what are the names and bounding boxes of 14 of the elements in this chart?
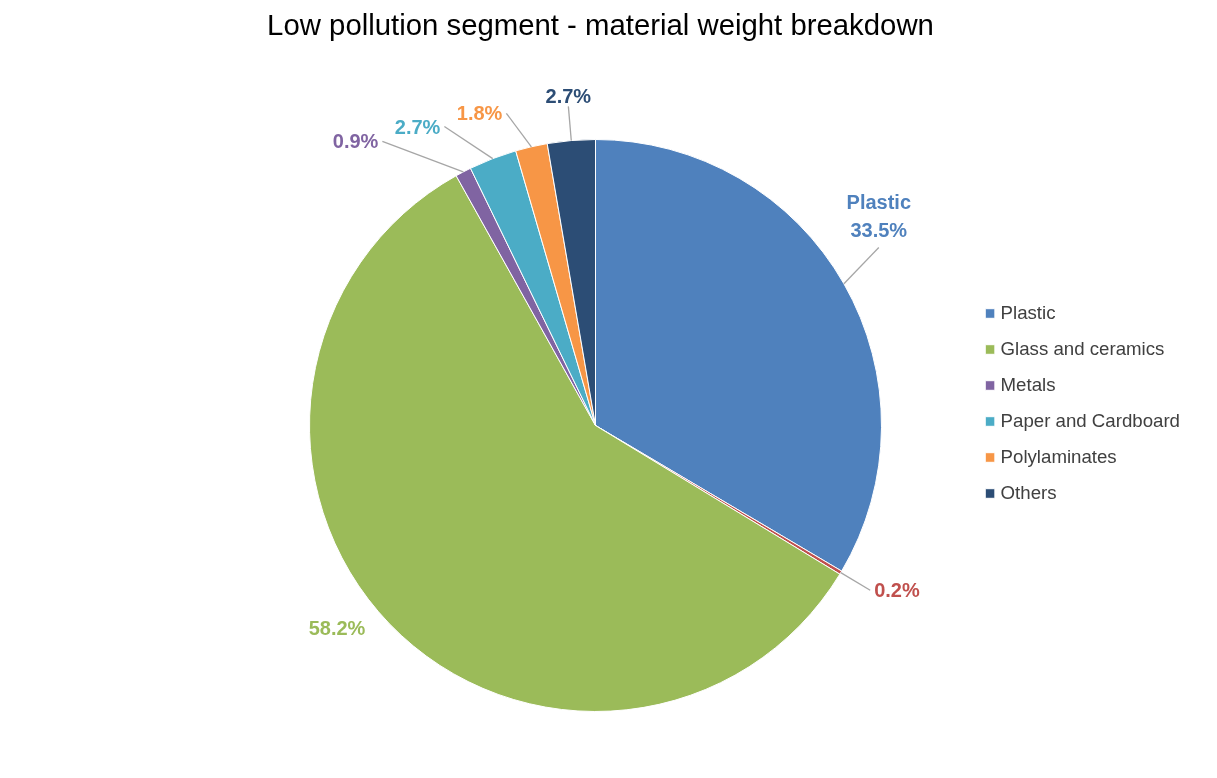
- legend-label: Plastic: [1000, 301, 1056, 324]
- legend-label: Others: [1000, 481, 1057, 504]
- data-label: 2.7%: [394, 115, 441, 138]
- data-label: 1.8%: [456, 102, 503, 125]
- data-label: Plastic 33.5%: [846, 191, 912, 242]
- data-label: 0.2%: [874, 579, 920, 602]
- legend-label: Glass and ceramics: [1000, 337, 1165, 360]
- chart-title: Low pollution segment - material weight breakdown: [267, 7, 934, 41]
- legend-label: Polylaminates: [1000, 445, 1117, 468]
- legend-label: Metals: [1000, 373, 1056, 396]
- data-label: 2.7%: [545, 85, 592, 108]
- data-label: 0.9%: [332, 130, 379, 153]
- legend-label: Paper and Cardboard: [1000, 409, 1180, 432]
- data-label: 58.2%: [308, 616, 366, 639]
